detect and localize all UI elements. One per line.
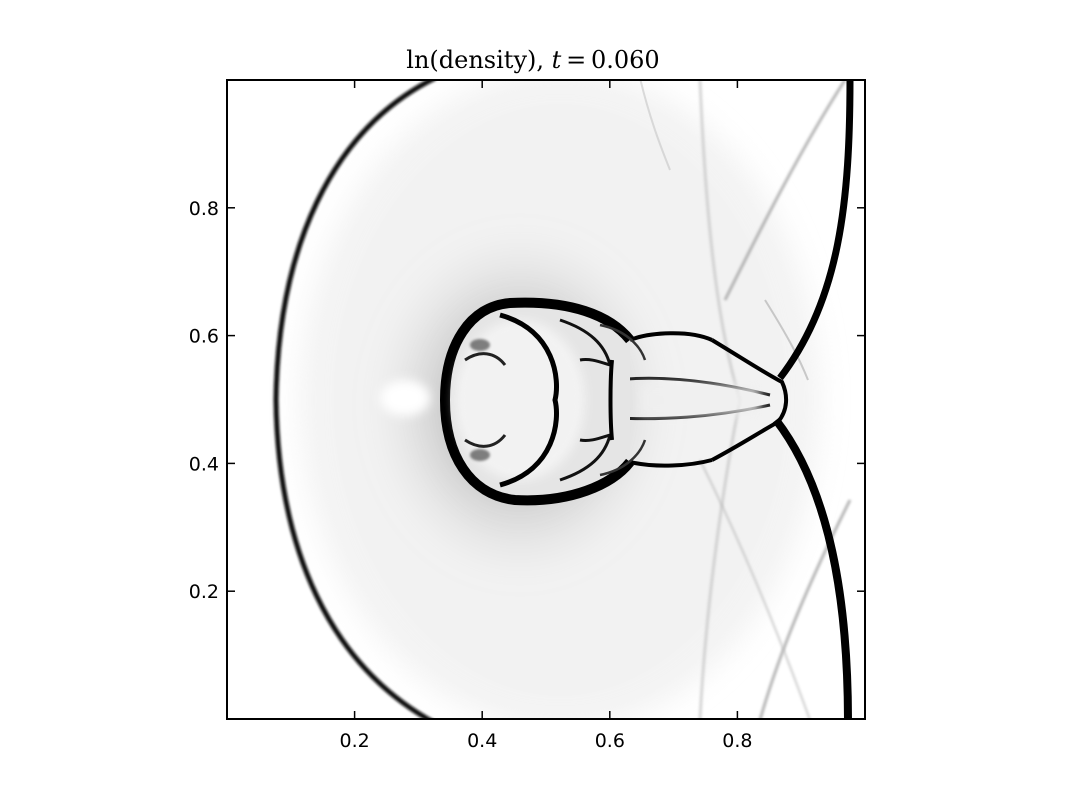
chart-title: ln(density), t = 0.060 (0, 46, 1066, 74)
secondary-wave-5 (699, 459, 811, 719)
x-tick-label: 0.2 (339, 730, 369, 752)
inner-lobe-bottom (599, 439, 647, 477)
y-tick-label: 0.8 (189, 198, 219, 220)
x-tick-label: 0.8 (722, 730, 752, 752)
secondary-wave-4 (764, 299, 809, 381)
x-ticks: 0.2 0.4 0.6 0.8 (339, 80, 753, 752)
y-tick-label: 0.6 (189, 326, 219, 348)
x-tick-label: 0.6 (595, 730, 625, 752)
triple-point (710, 338, 789, 462)
jet-lower (629, 458, 713, 468)
right-shock-lower (772, 417, 852, 719)
inner-arc (499, 312, 559, 488)
inner-dark-spot-bottom (470, 449, 490, 461)
jet-core-light (640, 385, 760, 415)
y-ticks: 0.2 0.4 0.6 0.8 (189, 198, 865, 603)
title-var: t (551, 46, 562, 74)
x-tick-label: 0.4 (467, 730, 497, 752)
inner-left-curl-top (464, 352, 507, 366)
secondary-wave-6 (639, 80, 671, 171)
title-prefix: ln(density), (406, 46, 552, 74)
inner-left-curl-bottom (464, 434, 507, 448)
title-value: 0.060 (590, 46, 660, 74)
left-bow-shock (273, 80, 437, 719)
y-tick-label: 0.2 (189, 581, 219, 603)
inner-dark-spot-top (470, 339, 490, 351)
bright-spot (380, 380, 430, 416)
jet-upper (629, 331, 713, 342)
secondary-wave-1 (723, 80, 847, 301)
inner-right-wall (608, 359, 614, 441)
secondary-wave-2 (758, 499, 852, 719)
density-field (273, 80, 854, 719)
inner-lobe-top (599, 323, 647, 361)
right-shock-upper (777, 80, 854, 381)
title-eq: = (561, 46, 591, 74)
axes-frame (226, 79, 866, 720)
y-tick-label: 0.4 (189, 453, 219, 475)
